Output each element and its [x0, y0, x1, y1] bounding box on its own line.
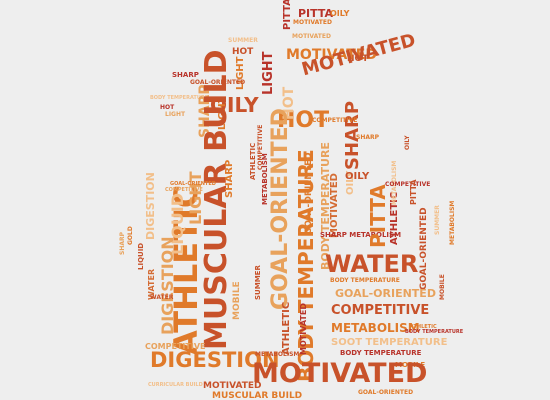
- word-goal-oriented: GOAL-ORIENTED: [304, 152, 314, 235]
- word-competitive: COMPETITIVE: [312, 117, 358, 124]
- word-soot-temperature: SOOT TEMPERATURE: [331, 337, 448, 348]
- word-sharp: SHARP: [356, 134, 380, 141]
- word-motivated: MOTIVATED: [293, 19, 332, 26]
- word-oily: OILY: [210, 93, 259, 117]
- word-motivated: MOTIVATED: [203, 381, 262, 391]
- word-mobile: MOBILE: [395, 361, 426, 369]
- word-summer: SUMMER: [434, 205, 441, 235]
- word-light: LIGHT: [261, 51, 276, 95]
- word-mobile: MOBILE: [232, 281, 242, 320]
- word-competitive: COMPETITIVE: [385, 181, 431, 188]
- word-goal-oriented: GOAL-ORIENTED: [419, 207, 429, 290]
- word-goal-oriented: GOAL-ORIENTED: [170, 181, 216, 187]
- word-light: LIGHT: [165, 111, 186, 118]
- word-motivated: MOTIVATED: [299, 303, 308, 355]
- word-body-temperature: BODY TEMPERATURE: [340, 349, 422, 357]
- word-water: WATER: [150, 294, 174, 301]
- word-pitta: PITTA: [282, 0, 293, 30]
- word-body-temperature: BODY TEMPERATURE: [150, 95, 209, 101]
- word-hot: HOT: [160, 104, 175, 111]
- word-oily: OILY: [404, 135, 411, 150]
- word-liquid: LIQUID: [137, 242, 145, 270]
- word-hot: HOT: [347, 54, 369, 64]
- word-sharp: SHARP: [172, 71, 199, 79]
- word-pitta: PITTA: [366, 184, 390, 248]
- word-goal-oriented: GOAL-ORIENTED: [190, 79, 246, 86]
- word-digestion: DIGESTION: [144, 172, 157, 240]
- word-pitta: PITTA: [298, 7, 334, 20]
- word-goal-oriented: GOAL-ORIENTED: [335, 287, 436, 300]
- word-athletic: ATHLETIC: [410, 324, 437, 330]
- word-oily: OILY: [330, 9, 350, 18]
- word-sharp-metabolism: SHARP METABOLISM: [320, 231, 402, 239]
- word-sharp: SHARP: [119, 231, 126, 255]
- word-summer: SUMMER: [254, 265, 262, 300]
- word-water: WATER: [325, 250, 419, 278]
- word-muscular-build: MUSCULAR BUILD: [212, 391, 303, 400]
- word-mobile: MOBILE: [439, 274, 446, 300]
- word-digestion: DIGESTION: [150, 348, 280, 372]
- word-hot: HOT: [232, 47, 254, 57]
- word-summer: SUMMER: [228, 37, 258, 44]
- word-competitive: COMPETITIVE: [257, 124, 264, 170]
- word-motivated: MOTIVATED: [286, 47, 377, 63]
- word-goal-oriented: GOAL-ORIENTED: [358, 389, 414, 396]
- word-curricular-build: CURRICULAR BUILD: [148, 382, 203, 388]
- word-hot: HOT: [277, 108, 330, 133]
- word-metabolism: METABOLISM: [449, 200, 456, 245]
- word-competitive: COMPETITIVE: [331, 303, 430, 318]
- word-competitive: COMPETITIVE: [165, 187, 203, 193]
- word-athletic: ATHLETIC: [281, 301, 292, 355]
- word-motivated: MOTIVATED: [252, 358, 428, 389]
- word-competitive: COMPETITIVE: [145, 342, 206, 351]
- word-light: LIGHT: [186, 171, 205, 225]
- word-oily: OILY: [345, 171, 370, 182]
- word-sharp: SHARP: [224, 159, 235, 198]
- word-motivated: MOTIVATED: [292, 33, 331, 40]
- word-digestion: DIGESTION: [158, 236, 177, 335]
- word-muscular-build: MUSCULAR BUILD: [199, 49, 234, 350]
- word-metabolism: METABOLISM: [331, 321, 420, 335]
- word-metabolism: METABOLISM: [255, 351, 300, 358]
- word-body-temperature: BODY TEMPERATURE: [330, 277, 400, 284]
- word-goal-oriented: GOAL-ORIENTED: [268, 108, 293, 310]
- word-gold: GOLD: [127, 226, 134, 245]
- word-body-temperature: BODY TEMPERATURE: [405, 329, 464, 335]
- word-pitta: PITTA: [409, 179, 418, 205]
- word-athletic: ATHLETIC: [249, 142, 257, 180]
